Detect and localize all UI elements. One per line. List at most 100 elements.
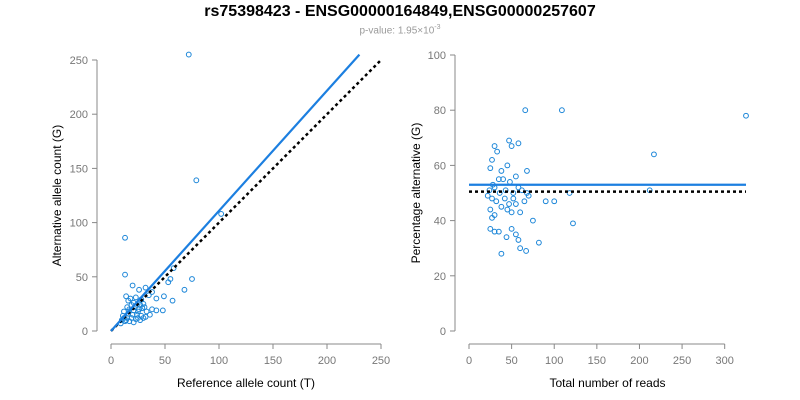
- percentage-data-point: [504, 162, 511, 169]
- percentage-x-axis-title: Total number of reads: [549, 376, 665, 390]
- percentage-data-point: [489, 156, 495, 163]
- allele-count-data-point: [218, 211, 225, 217]
- percentage-data-point: [508, 225, 515, 232]
- allele-count-data-point: [170, 265, 177, 272]
- allele-count-data-point: [135, 315, 141, 321]
- allele-count-y-tick-label: 100: [70, 218, 88, 230]
- percentage-data-point: [489, 214, 495, 221]
- allele-count-x-tick-label: 50: [159, 355, 171, 367]
- percentage-data-point: [566, 190, 573, 196]
- percentage-data-point: [487, 206, 494, 213]
- percentage-data-point: [500, 176, 506, 183]
- percentage-data-point: [487, 165, 494, 172]
- percentage-data-point: [510, 195, 517, 202]
- percentage-data-point: [484, 192, 491, 199]
- allele-count-y-axis-title: Alternative allele count (G): [50, 125, 64, 266]
- percentage-data-point: [493, 198, 500, 205]
- percentage-data-point: [501, 195, 508, 202]
- allele-count-y-tick-label: 200: [70, 109, 88, 121]
- percentage-data-point: [530, 217, 536, 224]
- percentage-data-point: [495, 228, 502, 235]
- allele-count-data-point: [122, 234, 128, 241]
- allele-count-data-point: [169, 297, 176, 304]
- percentage-y-tick-label: 100: [428, 50, 446, 62]
- percentage-data-point: [491, 143, 498, 149]
- allele-count-y-tick-label: 250: [70, 55, 88, 67]
- allele-count-x-tick-label: 100: [210, 355, 228, 367]
- percentage-data-point: [506, 137, 512, 144]
- allele-count-data-point: [165, 279, 172, 286]
- allele-count-data-point: [132, 294, 139, 301]
- percentage-data-point: [522, 107, 529, 114]
- allele-count-fit-line: [110, 53, 361, 332]
- percentage-data-point: [542, 198, 549, 205]
- percentage-data-point: [504, 206, 511, 213]
- allele-count-data-point: [130, 319, 137, 326]
- percentage-data-point: [491, 228, 498, 235]
- allele-count-x-axis-title: Reference allele count (T): [177, 376, 315, 390]
- chart-title: rs75398423 - ENSG00000164849,ENSG0000025…: [204, 3, 596, 20]
- allele-count-data-point: [143, 308, 150, 315]
- percentage-data-point: [651, 151, 657, 158]
- percentage-data-point: [524, 168, 530, 174]
- percentage-x-tick-label: 150: [588, 355, 606, 367]
- percentage-data-point: [518, 187, 525, 194]
- allele-count-data-point: [140, 315, 147, 321]
- percentage-data-point: [498, 250, 505, 257]
- percentage-data-point: [487, 225, 494, 232]
- percentage-data-point: [523, 248, 530, 254]
- percentage-data-point: [517, 209, 524, 216]
- percentage-y-axis-title: Percentage alternative (G): [409, 123, 423, 264]
- allele-count-data-point: [146, 311, 153, 318]
- percentage-data-point: [524, 190, 530, 196]
- percentage-x-tick-label: 50: [505, 355, 517, 367]
- allele-count-data-point: [161, 293, 167, 300]
- percentage-data-point: [512, 201, 519, 207]
- chart-subtitle: p-value: 1.95×10-3: [0, 24, 800, 36]
- allele-count-data-point: [122, 271, 128, 278]
- percentage-y-tick-label: 80: [434, 105, 446, 117]
- allele-count-data-point: [135, 308, 141, 315]
- percentage-data-point: [498, 168, 505, 174]
- allele-count-reference-line: [110, 59, 382, 332]
- allele-count-data-point: [193, 177, 200, 184]
- percentage-data-point: [517, 245, 524, 252]
- allele-count-data-point: [185, 51, 192, 58]
- percentage-data-point: [570, 220, 576, 227]
- percentage-y-tick-label: 20: [434, 271, 446, 283]
- percentage-data-point: [535, 239, 542, 246]
- percentage-data-point: [515, 237, 522, 243]
- percentage-x-tick-label: 100: [545, 355, 563, 367]
- allele-count-y-tick-label: 150: [70, 163, 88, 175]
- p-value-exponent: -3: [434, 24, 441, 31]
- allele-count-data-point: [139, 305, 146, 312]
- allele-count-data-point: [153, 307, 160, 314]
- allele-count-x-tick-label: 0: [108, 355, 114, 367]
- percentage-data-point: [498, 203, 505, 210]
- percentage-x-tick-label: 200: [630, 355, 648, 367]
- percentage-x-tick-label: 0: [466, 355, 472, 367]
- allele-count-y-tick-label: 0: [82, 326, 88, 338]
- percentage-data-point: [512, 173, 519, 180]
- percentage-data-point: [743, 112, 749, 119]
- percentage-data-point: [508, 143, 515, 149]
- percentage-y-tick-label: 0: [440, 326, 446, 338]
- allele-count-x-tick-label: 150: [264, 355, 282, 367]
- percentage-y-tick-label: 60: [434, 160, 446, 172]
- allele-count-x-tick-label: 250: [372, 355, 390, 367]
- percentage-x-tick-label: 300: [716, 355, 734, 367]
- p-value-text: p-value: 1.95×10: [359, 25, 435, 37]
- percentage-data-point: [515, 140, 522, 147]
- allele-count-data-point: [153, 295, 160, 302]
- allele-count-data-point: [136, 286, 142, 293]
- allele-count-x-tick-label: 200: [318, 355, 336, 367]
- percentage-data-point: [512, 231, 519, 238]
- percentage-data-point: [489, 195, 495, 202]
- allele-count-data-point: [189, 276, 195, 282]
- percentage-data-point: [494, 148, 501, 155]
- allele-count-data-point: [181, 286, 188, 293]
- percentage-x-tick-label: 250: [673, 355, 691, 367]
- percentage-y-tick-label: 40: [434, 216, 446, 228]
- percentage-data-point: [495, 176, 502, 183]
